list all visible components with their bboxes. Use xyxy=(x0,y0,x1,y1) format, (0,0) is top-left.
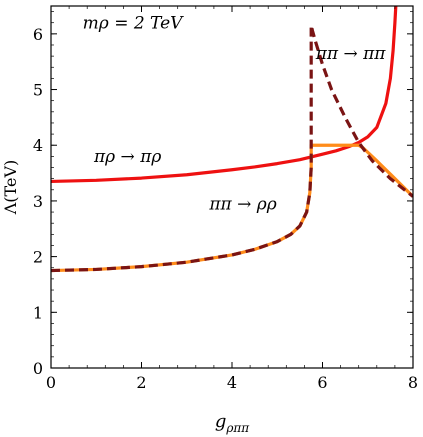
x-axis-label: gρππ xyxy=(215,411,250,435)
y-tick-label-6: 6 xyxy=(33,25,43,44)
annotation-1: ππ → ππ xyxy=(315,44,387,64)
y-tick-label-3: 3 xyxy=(33,192,43,211)
y-axis-label: Λ(TeV) xyxy=(1,160,20,216)
series-layer xyxy=(51,6,413,273)
y-tick-label-2: 2 xyxy=(33,248,43,267)
series-line-2 xyxy=(51,23,413,273)
y-tick-label-4: 4 xyxy=(33,136,43,155)
annotation-layer: mρ = 2 TeV ππ → ππ πρ → πρ ππ → ρρ xyxy=(83,13,387,214)
y-tick-label-0: 0 xyxy=(33,359,43,378)
y-tick-label-5: 5 xyxy=(33,81,43,100)
annotation-3: ππ → ρρ xyxy=(208,194,276,214)
x-tick-label-8: 8 xyxy=(408,373,418,392)
x-tick-label-0: 0 xyxy=(46,373,56,392)
series-line-0 xyxy=(51,6,398,184)
x-tick-label-6: 6 xyxy=(317,373,327,392)
tick-layer: 0 2 4 6 8 0 1 2 3 4 5 6 xyxy=(33,6,418,392)
x-tick-label-2: 2 xyxy=(136,373,146,392)
annotation-0: mρ = 2 TeV xyxy=(83,13,184,33)
y-tick-label-1: 1 xyxy=(33,303,43,322)
annotation-2: πρ → πρ xyxy=(93,147,161,167)
x-tick-label-4: 4 xyxy=(227,373,237,392)
